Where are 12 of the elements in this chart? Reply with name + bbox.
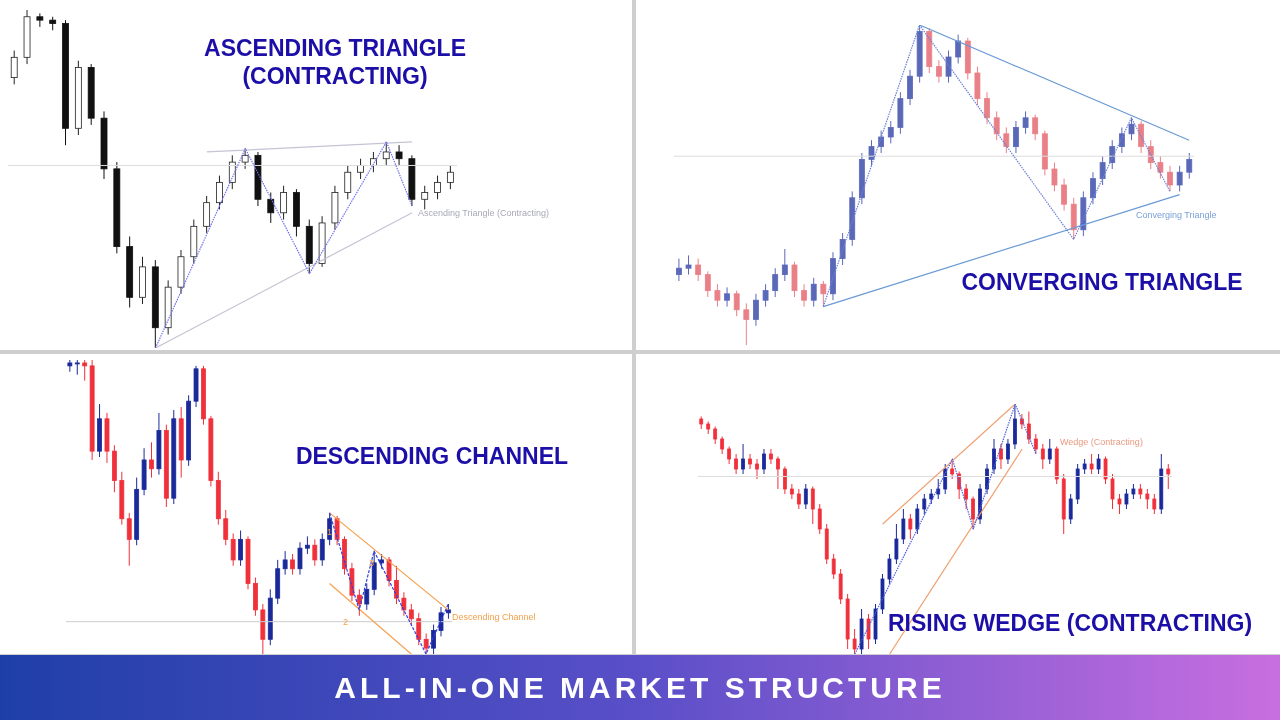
text: DESCENDING CHANNEL [294, 442, 570, 470]
annotation: 2 [343, 617, 349, 627]
annotation: Wedge (Contracting) [1060, 437, 1143, 447]
annotation: Converging Triangle [1136, 210, 1217, 220]
annotation: Descending Channel [452, 612, 536, 622]
annotation: Ascending Triangle (Contracting) [418, 208, 550, 218]
text: ALL-IN-ONE MARKET STRUCTURE [334, 670, 946, 705]
text: RISING WEDGE (CONTRACTING) [886, 609, 1254, 637]
annotation: 1 [327, 527, 333, 537]
text: ASCENDING TRIANGLE (CONTRACTING) [203, 34, 467, 90]
text: CONVERGING TRIANGLE [960, 268, 1244, 296]
annotation: 3 [369, 558, 375, 568]
